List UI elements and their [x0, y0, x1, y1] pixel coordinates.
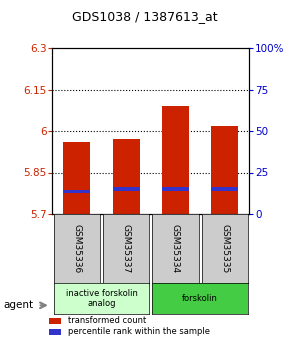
- Text: inactive forskolin
analog: inactive forskolin analog: [66, 289, 137, 308]
- Bar: [63, 190, 90, 194]
- Bar: [162, 106, 189, 214]
- Bar: [211, 126, 238, 214]
- Text: GSM35336: GSM35336: [72, 224, 81, 273]
- Bar: [211, 187, 238, 191]
- Text: GSM35335: GSM35335: [220, 224, 229, 273]
- Text: percentile rank within the sample: percentile rank within the sample: [68, 327, 210, 336]
- Text: GSM35334: GSM35334: [171, 224, 180, 273]
- Bar: [63, 142, 90, 214]
- Bar: [162, 187, 189, 191]
- Text: GDS1038 / 1387613_at: GDS1038 / 1387613_at: [72, 10, 218, 23]
- Text: GSM35337: GSM35337: [122, 224, 131, 273]
- Text: agent: agent: [3, 300, 33, 310]
- Text: transformed count: transformed count: [68, 316, 146, 325]
- Bar: [113, 139, 140, 214]
- Bar: [113, 187, 140, 191]
- Text: forskolin: forskolin: [182, 294, 218, 303]
